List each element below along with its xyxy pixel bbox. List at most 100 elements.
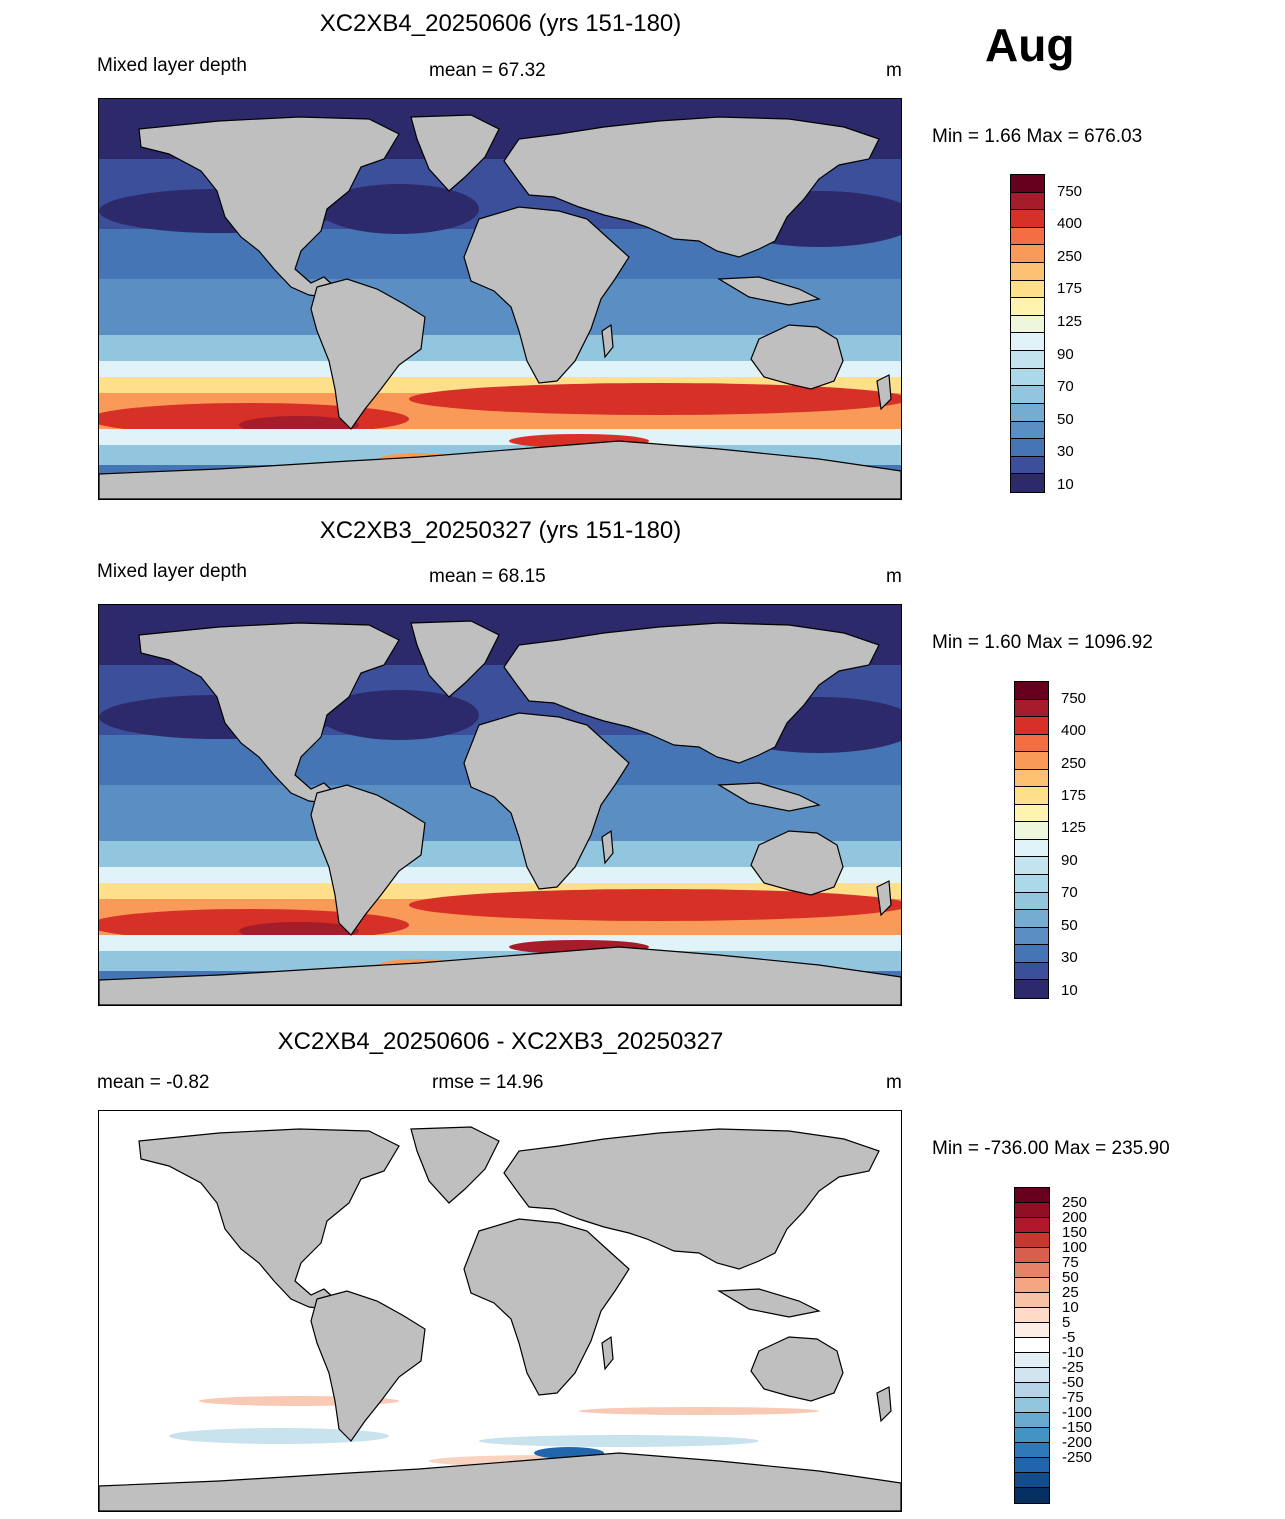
colorbar-label: -100 — [1062, 1403, 1093, 1421]
colorbar-label: 10 — [1062, 1298, 1079, 1316]
colorbar-box — [1015, 734, 1048, 753]
colorbar-label: 5 — [1062, 1313, 1071, 1331]
colorbar-label: 175 — [1061, 786, 1087, 804]
panel-1-minmax: Min = 1.66 Max = 676.03 — [932, 126, 1143, 147]
colorbar-label: 175 — [1057, 280, 1083, 298]
month-label: Aug — [985, 19, 1075, 71]
colorbar-box — [1015, 752, 1048, 770]
colorbar-label: 125 — [1061, 819, 1087, 837]
colorbar-box — [1015, 1248, 1049, 1263]
colorbar-box — [1011, 245, 1044, 264]
colorbar-label: 30 — [1061, 949, 1078, 967]
colorbar-label: 400 — [1061, 722, 1087, 740]
panel-3-title: XC2XB4_20250606 - XC2XB3_20250327 — [277, 1028, 724, 1055]
colorbar-box — [1015, 1188, 1049, 1203]
colorbar-label: 50 — [1062, 1268, 1079, 1286]
colorbar-box — [1015, 945, 1048, 963]
colorbar-box — [1015, 1263, 1049, 1278]
colorbar-label: 30 — [1057, 443, 1074, 461]
colorbar-label: 10 — [1061, 981, 1078, 999]
colorbar-label: -150 — [1062, 1418, 1093, 1436]
colorbar-box — [1015, 875, 1048, 893]
colorbar-box — [1015, 1413, 1049, 1428]
panel-1-title: XC2XB4_20250606 (yrs 151-180) — [319, 10, 682, 37]
colorbar-box — [1011, 456, 1044, 475]
colorbar-box — [1015, 857, 1048, 876]
colorbar-box — [1011, 368, 1044, 387]
colorbar-box — [1015, 1368, 1049, 1383]
colorbar-box — [1011, 421, 1044, 440]
colorbar-box — [1011, 210, 1044, 228]
colorbar-box — [1015, 980, 1048, 998]
panel-3-minmax: Min = -736.00 Max = 235.90 — [932, 1138, 1170, 1159]
colorbar-label: 150 — [1062, 1223, 1088, 1241]
colorbar-box — [1015, 1458, 1049, 1473]
panel-1-variable-label: Mixed layer depth — [97, 55, 247, 76]
panel-2-colorbar — [1014, 681, 1049, 999]
colorbar-box — [1015, 892, 1048, 911]
colorbar-box — [1015, 962, 1048, 981]
panel-1-units: m — [886, 60, 902, 81]
colorbar-label: 400 — [1057, 215, 1083, 233]
colorbar-label: -250 — [1062, 1448, 1093, 1466]
colorbar-label: 90 — [1057, 345, 1074, 363]
colorbar-box — [1015, 822, 1048, 840]
colorbar-box — [1015, 1323, 1049, 1338]
colorbar-box — [1015, 787, 1048, 805]
colorbar-box — [1011, 333, 1044, 352]
colorbar-box — [1011, 227, 1044, 246]
colorbar-box — [1011, 403, 1044, 422]
colorbar-box — [1015, 1293, 1049, 1308]
colorbar-box — [1015, 1308, 1049, 1323]
panel-3-map — [98, 1110, 902, 1512]
colorbar-box — [1015, 927, 1048, 946]
panel-1-map — [98, 98, 902, 500]
colorbar-box — [1015, 1203, 1049, 1218]
colorbar-label: -75 — [1062, 1388, 1084, 1406]
colorbar-box — [1011, 474, 1044, 492]
panel-3-mean-label: mean = -0.82 — [97, 1072, 210, 1093]
colorbar-label: 125 — [1057, 312, 1083, 330]
colorbar-box — [1011, 351, 1044, 369]
colorbar-box — [1011, 439, 1044, 457]
colorbar-box — [1011, 298, 1044, 316]
colorbar-box — [1011, 192, 1044, 211]
panel-2-minmax: Min = 1.60 Max = 1096.92 — [932, 632, 1153, 653]
panel-3-colorbar — [1014, 1187, 1050, 1504]
colorbar-label: 250 — [1057, 247, 1083, 265]
colorbar-label: 100 — [1062, 1238, 1088, 1256]
colorbar-label: -5 — [1062, 1328, 1076, 1346]
colorbar-label: -10 — [1062, 1343, 1084, 1361]
colorbar-box — [1015, 839, 1048, 858]
colorbar-label: 75 — [1062, 1253, 1079, 1271]
colorbar-label: 750 — [1061, 689, 1087, 707]
colorbar-box — [1015, 1443, 1049, 1458]
colorbar-label: 250 — [1061, 754, 1087, 772]
colorbar-label: 250 — [1062, 1193, 1088, 1211]
colorbar-box — [1015, 1488, 1049, 1503]
colorbar-label: 70 — [1061, 884, 1078, 902]
colorbar-box — [1015, 682, 1048, 700]
colorbar-box — [1015, 1428, 1049, 1443]
panel-2-variable-label: Mixed layer depth — [97, 561, 247, 582]
colorbar-box — [1015, 804, 1048, 823]
colorbar-label: 200 — [1062, 1208, 1088, 1226]
colorbar-box — [1011, 386, 1044, 404]
colorbar-box — [1011, 175, 1044, 193]
colorbar-box — [1015, 717, 1048, 735]
colorbar-box — [1015, 1398, 1049, 1413]
colorbar-label: 10 — [1057, 475, 1074, 493]
colorbar-box — [1015, 769, 1048, 788]
colorbar-box — [1011, 280, 1044, 299]
colorbar-box — [1015, 1278, 1049, 1293]
panel-3-units: m — [886, 1072, 902, 1093]
colorbar-label: 70 — [1057, 378, 1074, 396]
colorbar-label: 90 — [1061, 851, 1078, 869]
panel-3-rmse-label: rmse = 14.96 — [432, 1072, 544, 1093]
colorbar-label: -25 — [1062, 1358, 1084, 1376]
panel-2-title: XC2XB3_20250327 (yrs 151-180) — [319, 517, 682, 544]
colorbar-box — [1015, 1338, 1049, 1353]
colorbar-box — [1015, 1383, 1049, 1398]
colorbar-box — [1015, 1473, 1049, 1488]
colorbar-box — [1015, 1218, 1049, 1233]
